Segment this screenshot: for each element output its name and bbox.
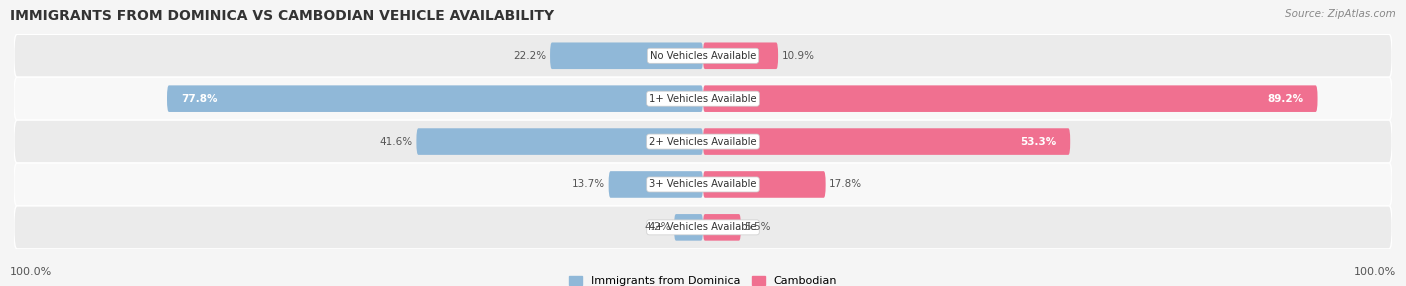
FancyBboxPatch shape — [14, 206, 1392, 249]
Text: 89.2%: 89.2% — [1268, 94, 1303, 104]
Text: 1+ Vehicles Available: 1+ Vehicles Available — [650, 94, 756, 104]
FancyBboxPatch shape — [703, 171, 825, 198]
Text: 77.8%: 77.8% — [181, 94, 218, 104]
Text: 100.0%: 100.0% — [10, 267, 52, 277]
Text: 4+ Vehicles Available: 4+ Vehicles Available — [650, 223, 756, 232]
FancyBboxPatch shape — [550, 42, 703, 69]
Text: 5.5%: 5.5% — [744, 223, 770, 232]
FancyBboxPatch shape — [609, 171, 703, 198]
Text: No Vehicles Available: No Vehicles Available — [650, 51, 756, 61]
FancyBboxPatch shape — [14, 34, 1392, 77]
FancyBboxPatch shape — [14, 163, 1392, 206]
Text: Source: ZipAtlas.com: Source: ZipAtlas.com — [1285, 9, 1396, 19]
FancyBboxPatch shape — [673, 214, 703, 241]
Text: 3+ Vehicles Available: 3+ Vehicles Available — [650, 180, 756, 189]
FancyBboxPatch shape — [167, 85, 703, 112]
Text: 53.3%: 53.3% — [1021, 137, 1056, 146]
Text: IMMIGRANTS FROM DOMINICA VS CAMBODIAN VEHICLE AVAILABILITY: IMMIGRANTS FROM DOMINICA VS CAMBODIAN VE… — [10, 9, 554, 23]
FancyBboxPatch shape — [703, 85, 1317, 112]
FancyBboxPatch shape — [14, 77, 1392, 120]
Legend: Immigrants from Dominica, Cambodian: Immigrants from Dominica, Cambodian — [564, 271, 842, 286]
Text: 22.2%: 22.2% — [513, 51, 547, 61]
Text: 4.2%: 4.2% — [644, 223, 671, 232]
Text: 13.7%: 13.7% — [572, 180, 605, 189]
FancyBboxPatch shape — [703, 42, 778, 69]
Text: 17.8%: 17.8% — [830, 180, 862, 189]
FancyBboxPatch shape — [416, 128, 703, 155]
Text: 41.6%: 41.6% — [380, 137, 413, 146]
Text: 2+ Vehicles Available: 2+ Vehicles Available — [650, 137, 756, 146]
Text: 100.0%: 100.0% — [1354, 267, 1396, 277]
FancyBboxPatch shape — [703, 214, 741, 241]
FancyBboxPatch shape — [703, 128, 1070, 155]
Text: 10.9%: 10.9% — [782, 51, 814, 61]
FancyBboxPatch shape — [14, 120, 1392, 163]
